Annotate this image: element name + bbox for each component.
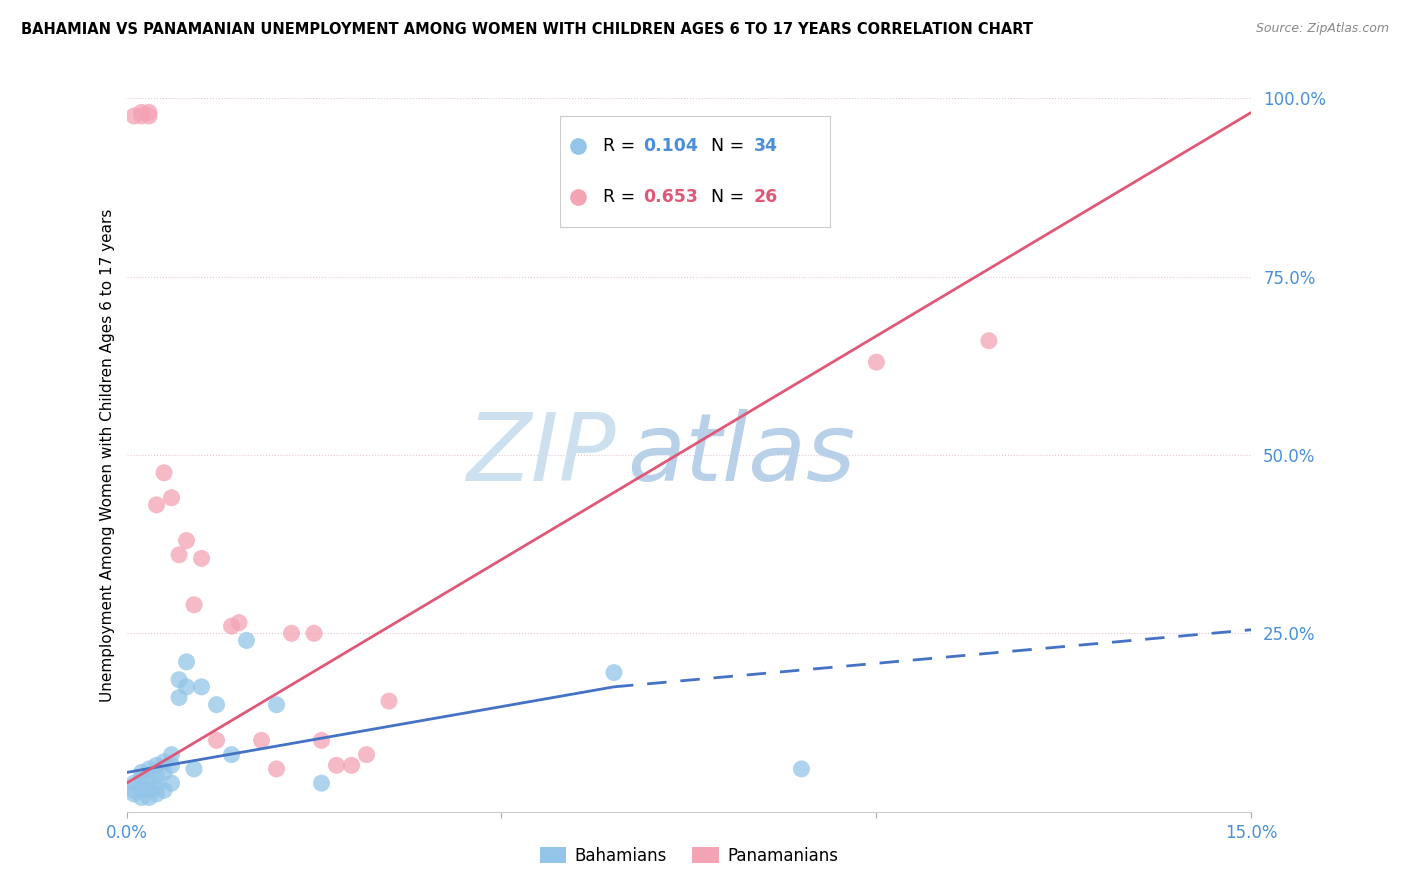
Point xyxy=(266,698,288,712)
Point xyxy=(153,765,176,780)
Point xyxy=(138,105,160,120)
Point xyxy=(138,109,160,123)
Point xyxy=(145,780,167,794)
Point xyxy=(176,533,198,548)
Point xyxy=(205,698,228,712)
Legend: Bahamians, Panamanians: Bahamians, Panamanians xyxy=(533,840,845,871)
Point xyxy=(131,780,153,794)
Point xyxy=(325,758,347,772)
Text: ZIP: ZIP xyxy=(467,409,616,500)
Point xyxy=(603,665,626,680)
Point xyxy=(131,765,153,780)
Point xyxy=(176,680,198,694)
Point xyxy=(153,466,176,480)
Point xyxy=(167,673,190,687)
Point xyxy=(183,762,205,776)
Point xyxy=(865,355,887,369)
Text: BAHAMIAN VS PANAMANIAN UNEMPLOYMENT AMONG WOMEN WITH CHILDREN AGES 6 TO 17 YEARS: BAHAMIAN VS PANAMANIAN UNEMPLOYMENT AMON… xyxy=(21,22,1033,37)
Point xyxy=(190,551,212,566)
Point xyxy=(190,680,212,694)
Point xyxy=(122,109,145,123)
Y-axis label: Unemployment Among Women with Children Ages 6 to 17 years: Unemployment Among Women with Children A… xyxy=(100,208,115,702)
Point xyxy=(221,747,243,762)
Point xyxy=(378,694,401,708)
Point xyxy=(160,747,183,762)
Point xyxy=(302,626,325,640)
Point xyxy=(138,783,160,797)
Point xyxy=(153,783,176,797)
Point xyxy=(176,655,198,669)
Text: atlas: atlas xyxy=(627,409,855,500)
Point xyxy=(145,769,167,783)
Point xyxy=(153,755,176,769)
Point xyxy=(122,787,145,801)
Point xyxy=(122,783,145,797)
Point xyxy=(356,747,378,762)
Point xyxy=(790,762,813,776)
Point xyxy=(131,790,153,805)
Point xyxy=(145,498,167,512)
Point xyxy=(145,758,167,772)
Point xyxy=(131,772,153,787)
Point xyxy=(311,733,333,747)
Point xyxy=(183,598,205,612)
Point xyxy=(221,619,243,633)
Point xyxy=(138,790,160,805)
Point xyxy=(160,491,183,505)
Point xyxy=(205,733,228,747)
Point xyxy=(235,633,257,648)
Point xyxy=(311,776,333,790)
Point xyxy=(122,776,145,790)
Point xyxy=(160,758,183,772)
Point xyxy=(266,762,288,776)
Point xyxy=(167,548,190,562)
Point xyxy=(160,776,183,790)
Point xyxy=(145,787,167,801)
Point xyxy=(167,690,190,705)
Point xyxy=(131,109,153,123)
Text: Source: ZipAtlas.com: Source: ZipAtlas.com xyxy=(1256,22,1389,36)
Point xyxy=(340,758,363,772)
Point xyxy=(131,105,153,120)
Point xyxy=(228,615,250,630)
Point xyxy=(280,626,302,640)
Point xyxy=(138,772,160,787)
Point xyxy=(138,762,160,776)
Point xyxy=(977,334,1000,348)
Point xyxy=(250,733,273,747)
